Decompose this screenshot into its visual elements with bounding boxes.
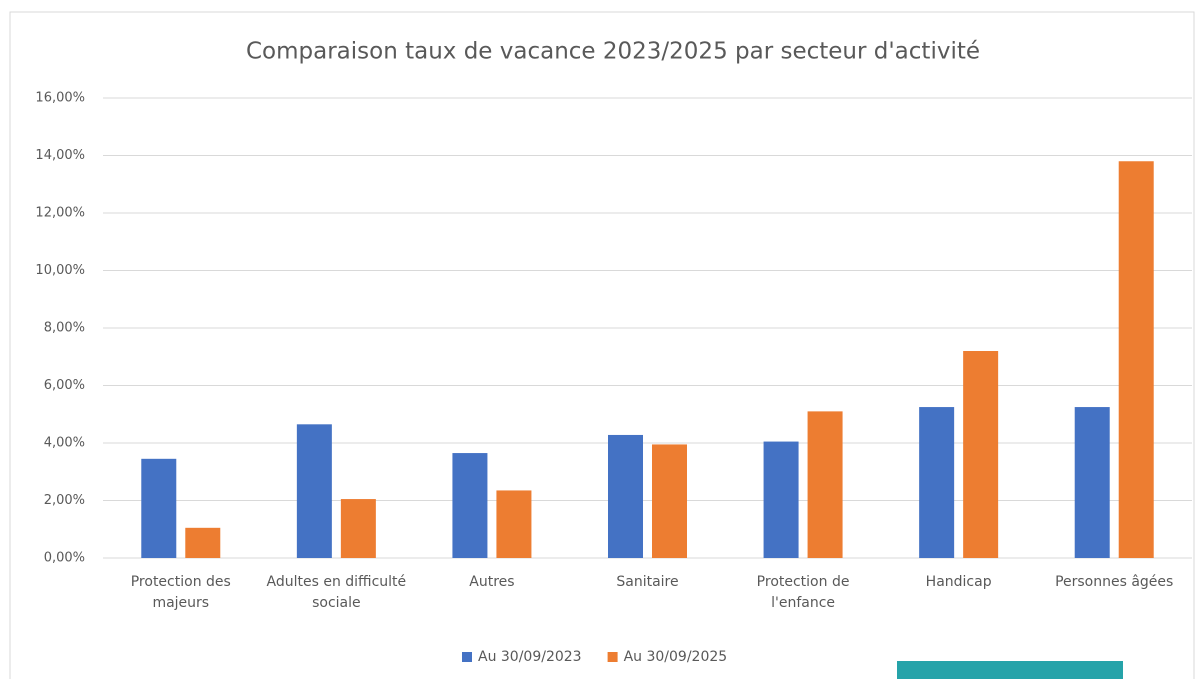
y-tick-label: 0,00%: [44, 551, 85, 566]
bar: [807, 411, 843, 558]
y-tick-label: 6,00%: [44, 378, 85, 393]
y-tick-label: 12,00%: [35, 206, 85, 221]
x-tick-label: Autres: [469, 574, 515, 590]
bar: [452, 453, 488, 558]
bar: [963, 351, 999, 558]
bar: [185, 527, 221, 558]
x-tick-label: Personnes âgées: [1055, 574, 1174, 590]
x-tick-label: Adultes en difficulté sociale: [266, 574, 407, 611]
x-tick-label: Sanitaire: [616, 574, 679, 590]
y-tick-label: 14,00%: [35, 148, 85, 163]
chart-title: Comparaison taux de vacance 2023/2025 pa…: [246, 39, 980, 65]
chart-border: [9, 11, 1195, 679]
bar: [919, 407, 955, 558]
bar: [296, 424, 332, 558]
bar: [763, 441, 799, 558]
legend-swatch: [462, 652, 472, 662]
legend-label: Au 30/09/2025: [624, 649, 728, 665]
y-tick-label: 8,00%: [44, 321, 85, 336]
bar: [340, 499, 376, 558]
caption-box: [897, 661, 1123, 679]
y-tick-label: 10,00%: [35, 263, 85, 278]
x-tick-label: Protection de l'enfance: [756, 574, 850, 611]
x-tick-label: Protection des majeurs: [130, 574, 231, 611]
bar: [608, 434, 643, 558]
legend-swatch: [607, 652, 618, 662]
y-tick-label: 16,00%: [35, 91, 85, 106]
y-tick-label: 2,00%: [44, 493, 85, 508]
y-tick-label: 4,00%: [44, 436, 85, 451]
bar: [141, 458, 177, 558]
bar: [1074, 407, 1110, 558]
bar: [496, 490, 532, 558]
bar: [1118, 161, 1154, 558]
legend-label: Au 30/09/2023: [478, 649, 582, 665]
x-tick-label: Handicap: [925, 574, 992, 590]
bar: [652, 444, 687, 558]
